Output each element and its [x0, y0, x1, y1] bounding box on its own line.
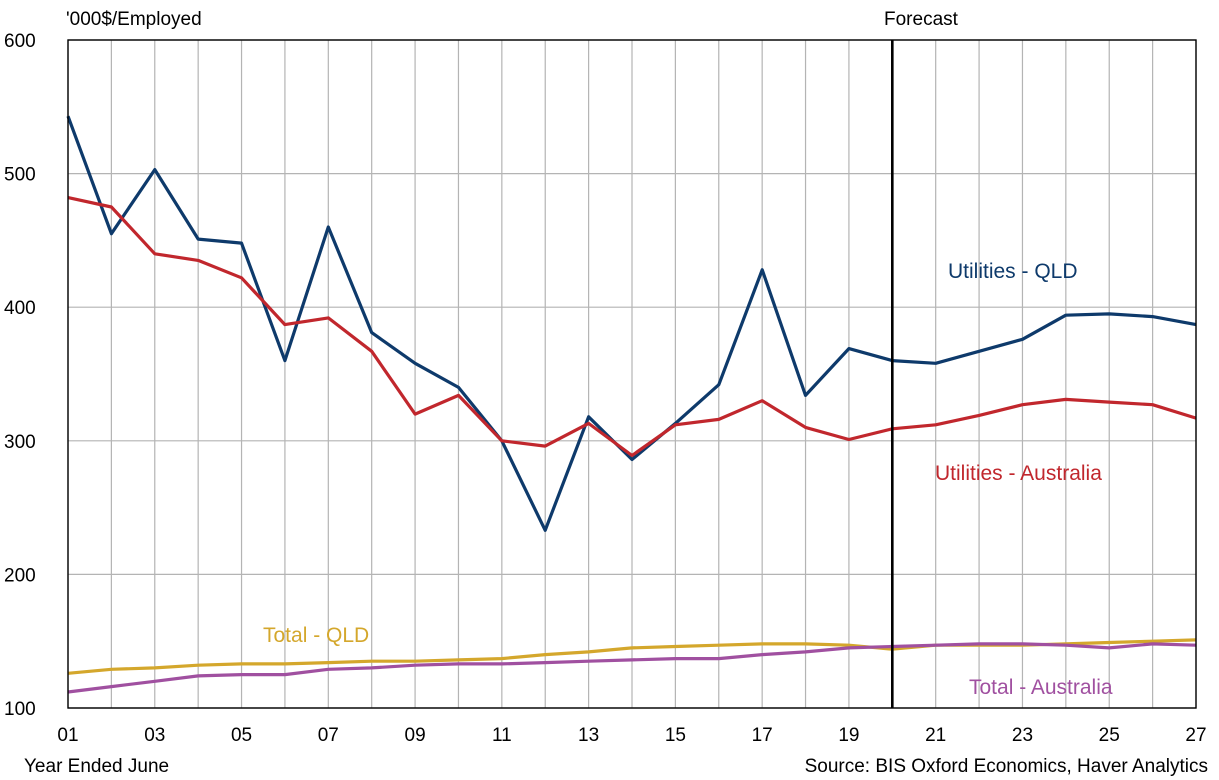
x-tick-label: 15	[665, 725, 686, 746]
x-tick-label: 11	[492, 725, 512, 746]
forecast-label: Forecast	[884, 9, 959, 30]
y-axis-label: '000$/Employed	[66, 9, 202, 30]
y-tick-label: 500	[4, 165, 36, 186]
x-tick-label: 21	[925, 725, 946, 746]
y-tick-label: 400	[4, 298, 36, 319]
x-tick-label: 07	[318, 725, 339, 746]
y-tick-label: 200	[4, 565, 36, 586]
x-tick-label: 23	[1012, 725, 1033, 746]
x-tick-label: 27	[1185, 725, 1206, 746]
series-line-total-australia	[67, 642, 1197, 694]
x-axis-ticks: 01 03 05 07 09 11 13 15 17 19 21 23 25 27	[57, 725, 1206, 746]
plot-frame	[67, 39, 1197, 709]
x-tick-label: 17	[752, 725, 773, 746]
x-tick-label: 19	[838, 725, 859, 746]
series-label-total-australia: Total - Australia	[969, 676, 1113, 699]
x-tick-label: 01	[57, 725, 78, 746]
x-tick-label: 05	[231, 725, 252, 746]
series-lines	[66, 115, 1197, 694]
y-tick-label: 300	[4, 432, 36, 453]
x-axis-label: Year Ended June	[24, 756, 169, 777]
y-axis-ticks: 100 200 300 400 500 600	[4, 31, 36, 720]
source-note: Source: BIS Oxford Economics, Haver Anal…	[805, 756, 1208, 777]
series-label-total-qld: Total - QLD	[263, 624, 369, 647]
series-label-utilities-qld: Utilities - QLD	[948, 260, 1078, 283]
series-line-utilities-qld	[66, 115, 1197, 532]
series-label-utilities-australia: Utilities - Australia	[935, 462, 1102, 485]
series-line-utilities-australia	[67, 196, 1197, 458]
gridlines	[67, 39, 1197, 709]
x-tick-label: 03	[144, 725, 165, 746]
x-tick-label: 09	[405, 725, 426, 746]
y-tick-label: 100	[4, 699, 36, 720]
x-tick-label: 13	[578, 725, 599, 746]
y-tick-label: 600	[4, 31, 36, 52]
x-tick-label: 25	[1099, 725, 1120, 746]
